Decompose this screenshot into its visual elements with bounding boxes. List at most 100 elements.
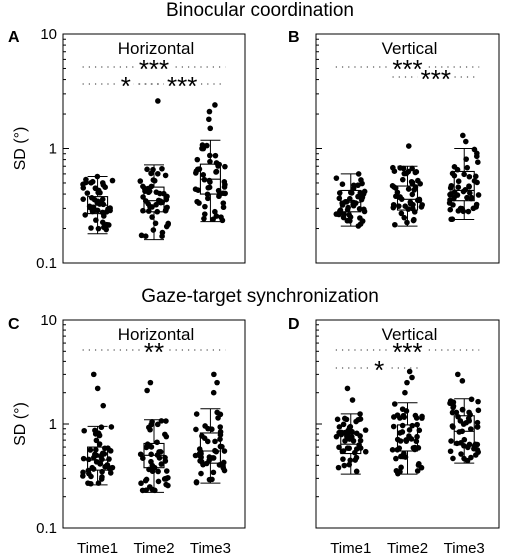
- outlier-point: [409, 374, 415, 381]
- panel-letter-C: C: [8, 316, 20, 333]
- data-point: [162, 172, 169, 179]
- data-point: [399, 176, 406, 183]
- data-point: [450, 455, 456, 462]
- data-point: [89, 208, 96, 215]
- row-title-binocular: Binocular coordination: [166, 0, 354, 21]
- data-point: [96, 441, 103, 447]
- significance-stars: ***: [421, 64, 451, 94]
- box-iqr: [396, 424, 419, 452]
- data-point: [414, 468, 421, 474]
- data-point: [471, 146, 478, 153]
- data-point: [340, 214, 347, 221]
- data-point: [460, 188, 467, 195]
- data-point: [193, 168, 200, 174]
- data-point: [80, 181, 86, 188]
- box-Time3: [446, 132, 482, 223]
- data-point: [80, 196, 87, 202]
- data-point: [393, 455, 399, 462]
- data-point: [362, 448, 369, 455]
- data-point: [216, 193, 222, 200]
- data-point: [93, 447, 99, 453]
- data-point: [399, 422, 406, 429]
- data-point: [447, 206, 454, 213]
- data-point: [412, 412, 419, 419]
- data-point: [475, 159, 481, 166]
- box-iqr: [453, 415, 475, 446]
- data-point: [137, 178, 144, 184]
- data-point: [148, 451, 154, 458]
- data-point: [212, 438, 218, 445]
- data-point: [450, 424, 456, 430]
- x-category-label: Time3: [444, 540, 485, 557]
- data-point: [149, 204, 155, 210]
- data-point: [201, 176, 208, 183]
- data-point: [138, 480, 144, 487]
- data-point: [340, 421, 347, 428]
- box-Time2: [389, 143, 425, 228]
- significance-stars: *: [121, 71, 131, 101]
- data-point: [457, 418, 464, 424]
- data-point: [206, 152, 213, 159]
- data-point: [154, 170, 161, 177]
- data-point: [222, 163, 228, 170]
- data-point: [451, 164, 458, 170]
- data-point: [391, 168, 398, 175]
- data-point: [152, 487, 158, 494]
- y-tick-label: 1: [49, 416, 57, 433]
- data-point: [163, 433, 170, 440]
- data-point: [109, 177, 116, 184]
- data-point: [461, 171, 467, 178]
- data-point: [101, 224, 107, 231]
- data-point: [219, 217, 226, 224]
- significance-backdrop: [417, 71, 455, 83]
- data-point: [395, 203, 402, 209]
- row-title-gaze-target: Gaze-target synchronization: [141, 286, 379, 307]
- data-point: [398, 210, 405, 217]
- data-point: [91, 454, 97, 461]
- data-point: [463, 419, 469, 426]
- significance-backdrop: [389, 61, 426, 73]
- data-point: [390, 423, 397, 430]
- panel-letter-A: A: [8, 29, 20, 46]
- data-point: [415, 177, 421, 184]
- data-point: [475, 407, 482, 414]
- data-point: [448, 182, 455, 189]
- data-point: [88, 480, 94, 487]
- data-point: [412, 184, 419, 190]
- data-point: [100, 182, 107, 188]
- data-point: [96, 432, 103, 439]
- data-point: [409, 165, 415, 172]
- data-point: [220, 190, 226, 197]
- significance-stars: *: [374, 355, 384, 385]
- data-point: [333, 175, 340, 181]
- data-point: [213, 213, 220, 219]
- data-point: [474, 179, 480, 186]
- data-point: [210, 469, 217, 476]
- data-point: [393, 467, 400, 474]
- significance-backdrop: [389, 344, 426, 356]
- data-point: [468, 396, 475, 403]
- data-point: [341, 462, 348, 469]
- data-point: [475, 398, 481, 405]
- data-point: [201, 211, 208, 217]
- outlier-point: [406, 368, 413, 375]
- data-point: [352, 457, 359, 463]
- data-point: [155, 468, 161, 475]
- data-point: [153, 189, 160, 195]
- data-point: [107, 205, 113, 211]
- outlier-point: [459, 378, 466, 384]
- data-point: [463, 156, 469, 162]
- box-iqr: [87, 446, 109, 471]
- data-point: [339, 181, 346, 187]
- data-point: [449, 409, 456, 416]
- data-point: [154, 439, 160, 446]
- data-point: [448, 438, 454, 444]
- data-point: [397, 194, 403, 200]
- data-point: [474, 419, 481, 426]
- data-point: [194, 198, 200, 205]
- data-point: [213, 168, 220, 175]
- data-point: [146, 442, 153, 449]
- data-point: [220, 200, 227, 206]
- data-point: [347, 457, 354, 464]
